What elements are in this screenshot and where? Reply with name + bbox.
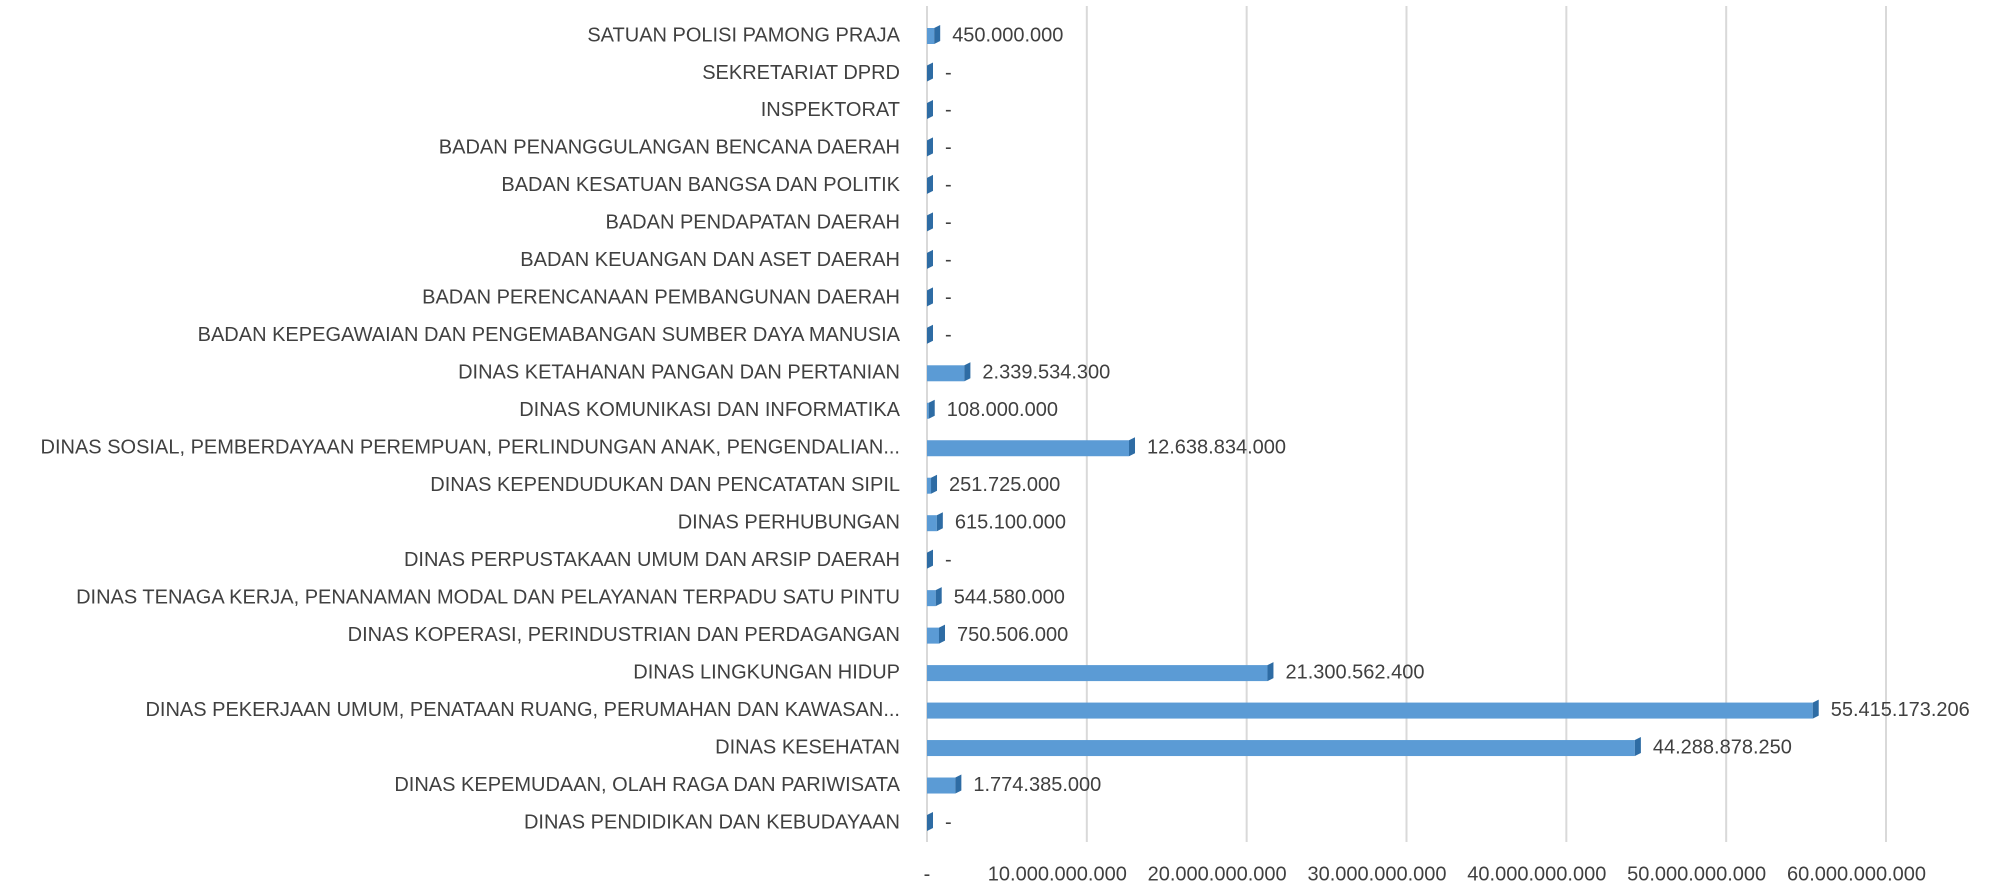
value-label: 21.300.562.400 [1285,661,1424,683]
chart: - 10.000.000.000 20.000.000.000 30.000.000.… [0,0,1995,888]
x-tick-label: 40.000.000.000 [1467,863,1606,885]
bar [927,515,937,531]
value-label: - [945,99,952,121]
y-tick-label: INSPEKTORAT [761,99,900,121]
bar-side [1267,662,1273,681]
value-label: 544.580.000 [954,586,1065,608]
bar-side [1635,737,1641,756]
value-label: 750.506.000 [957,624,1068,646]
bar [927,778,955,794]
bar-side [927,325,933,344]
x-tick-label: 20.000.000.000 [1148,863,1287,885]
bar-side [937,512,943,531]
bar-side [927,812,933,831]
value-label: - [945,811,952,833]
bar [927,665,1267,681]
bar-side [927,212,933,231]
value-label: 108.000.000 [947,399,1058,421]
value-label: 55.415.173.206 [1831,699,1970,721]
value-label: 615.100.000 [955,511,1066,533]
y-tick-label: SEKRETARIAT DPRD [702,62,900,84]
bar-side [927,100,933,119]
y-tick-label: DINAS KOMUNIKASI DAN INFORMATIKA [519,399,900,421]
value-label: 251.725.000 [949,474,1060,496]
bar-side [936,587,942,606]
bar-side [929,400,935,419]
value-label: - [945,249,952,271]
value-label: 44.288.878.250 [1653,736,1792,758]
value-label: - [945,212,952,234]
bar [927,590,936,606]
y-tick-label: DINAS PERPUSTAKAAN UMUM DAN ARSIP DAERAH [404,549,900,571]
x-tick-label: 50.000.000.000 [1627,863,1766,885]
bar [927,365,964,381]
bar-side [927,62,933,81]
value-label: 450.000.000 [952,24,1063,46]
y-tick-label: DINAS KEPEMUDAAN, OLAH RAGA DAN PARIWISA… [394,774,900,796]
bar-side [939,625,945,644]
bar [927,403,929,419]
y-tick-label: DINAS PEKERJAAN UMUM, PENATAAN RUANG, PE… [145,699,900,721]
bar-side [1813,700,1819,719]
y-tick-label: DINAS KEPENDUDUKAN DAN PENCATATAN SIPIL [430,474,900,496]
y-tick-label: BADAN KESATUAN BANGSA DAN POLITIK [501,174,900,196]
bar-side [927,250,933,269]
value-label: - [945,324,952,346]
value-label: - [945,62,952,84]
value-label: - [945,549,952,571]
value-label: - [945,287,952,309]
y-tick-label: BADAN KEPEGAWAIAN DAN PENGEMABANGAN SUMB… [198,324,901,346]
value-label: - [945,137,952,159]
x-tick-label: 10.000.000.000 [988,863,1127,885]
bar-side [927,175,933,194]
bar [927,28,934,44]
y-tick-label: DINAS KOPERASI, PERINDUSTRIAN DAN PERDAG… [348,624,900,646]
bar-side [927,287,933,306]
bar-side [1129,437,1135,456]
y-tick-label: DINAS KETAHANAN PANGAN DAN PERTANIAN [458,362,900,384]
x-tick-label: 30.000.000.000 [1307,863,1446,885]
y-tick-label: DINAS PENDIDIKAN DAN KEBUDAYAAN [524,811,900,833]
bar-side [934,25,940,44]
y-tick-label: BADAN PERENCANAAN PEMBANGUNAN DAERAH [422,287,900,309]
y-tick-label: DINAS LINGKUNGAN HIDUP [633,661,900,683]
y-tick-label: DINAS SOSIAL, PEMBERDAYAAN PEREMPUAN, PE… [41,437,900,459]
bar-side [927,550,933,569]
bar [927,740,1635,756]
y-tick-label: DINAS PERHUBUNGAN [678,511,900,533]
bar [927,478,931,494]
bar-side [955,775,961,794]
bar [927,628,939,644]
bar [927,703,1813,719]
value-label: 12.638.834.000 [1147,437,1286,459]
y-tick-label: DINAS TENAGA KERJA, PENANAMAN MODAL DAN … [76,586,900,608]
bar [927,440,1129,456]
value-label: 2.339.534.300 [982,362,1110,384]
y-tick-label: DINAS KESEHATAN [715,736,900,758]
bar-side [964,362,970,381]
y-tick-label: BADAN PENDAPATAN DAERAH [605,212,900,234]
x-tick-label: 60.000.000.000 [1787,863,1926,885]
bar-side [931,475,937,494]
y-tick-label: SATUAN POLISI PAMONG PRAJA [587,24,900,46]
y-tick-label: BADAN KEUANGAN DAN ASET DAERAH [520,249,900,271]
y-tick-label: BADAN PENANGGULANGAN BENCANA DAERAH [439,137,900,159]
value-label: 1.774.385.000 [973,774,1101,796]
value-label: - [945,174,952,196]
x-tick-label: - [924,863,931,885]
bar-side [927,137,933,156]
